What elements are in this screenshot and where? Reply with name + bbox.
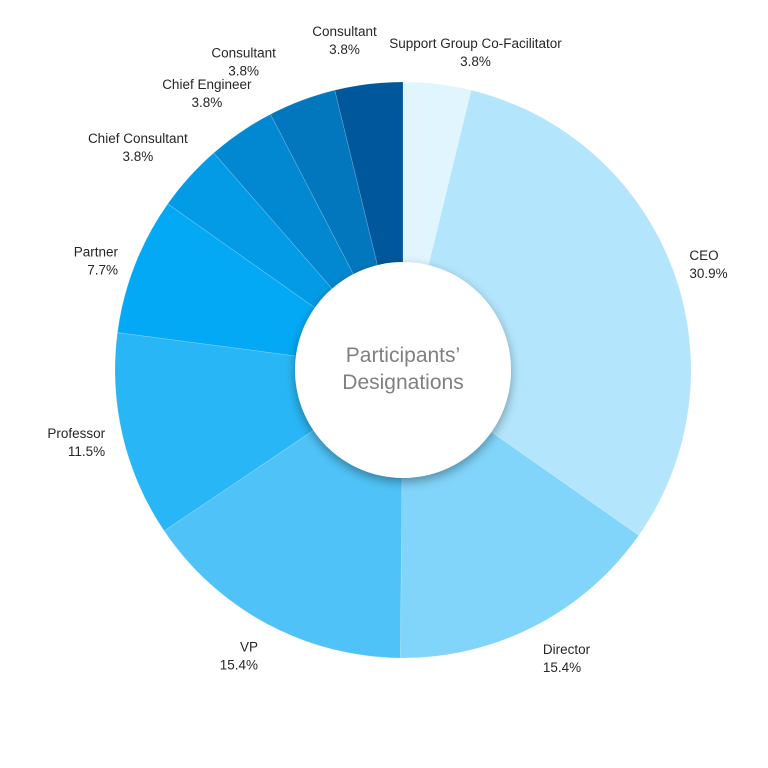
chart-title: Participants’ Designations [342, 344, 463, 394]
slice-label: CEO 30.9% [689, 248, 727, 281]
slice-category-label: VP [240, 639, 258, 654]
slice-value-label: 3.8% [460, 54, 491, 69]
slice-value-label: 3.8% [329, 42, 360, 57]
slice-label: Support Group Co-Facilitator 3.8% [389, 36, 562, 69]
slice-label: Chief Consultant 3.8% [88, 131, 188, 164]
donut-center-hole [295, 262, 511, 478]
slice-value-label: 15.4% [543, 660, 581, 675]
slice-label: VP 15.4% [220, 639, 258, 672]
slice-label: Chief Engineer 3.8% [162, 77, 252, 110]
slice-labels: Support Group Co-Facilitator 3.8% CEO 30.9%… [47, 24, 727, 675]
slice-value-label: 11.5% [68, 444, 105, 459]
slice-category-label: Partner [74, 245, 119, 260]
slice-category-label: Consultant [211, 45, 276, 60]
slice-label: Director 15.4% [543, 642, 591, 675]
slice-value-label: 3.8% [228, 63, 259, 78]
slice-label: Professor 11.5% [47, 426, 105, 459]
slice-value-label: 15.4% [220, 657, 258, 672]
slice-category-label: Chief Consultant [88, 131, 188, 146]
slice-category-label: CEO [689, 248, 718, 263]
slice-ceo [402, 89, 692, 536]
slice-label: Partner 7.7% [74, 245, 119, 278]
slice-category-label: Professor [47, 426, 105, 441]
chart-title-line: Participants’ [346, 344, 460, 367]
slice-category-label: Chief Engineer [162, 77, 252, 92]
slice-category-label: Consultant [312, 24, 377, 39]
slice-label: Consultant 3.8% [211, 45, 276, 78]
slice-category-label: Director [543, 642, 591, 657]
slice-value-label: 30.9% [689, 266, 727, 281]
slice-value-label: 3.8% [191, 95, 222, 110]
chart-title-line: Designations [342, 371, 463, 394]
slice-category-label: Support Group Co-Facilitator [389, 36, 562, 51]
slice-value-label: 7.7% [87, 263, 118, 278]
slice-label: Consultant 3.8% [312, 24, 377, 57]
slice-value-label: 3.8% [122, 149, 153, 164]
